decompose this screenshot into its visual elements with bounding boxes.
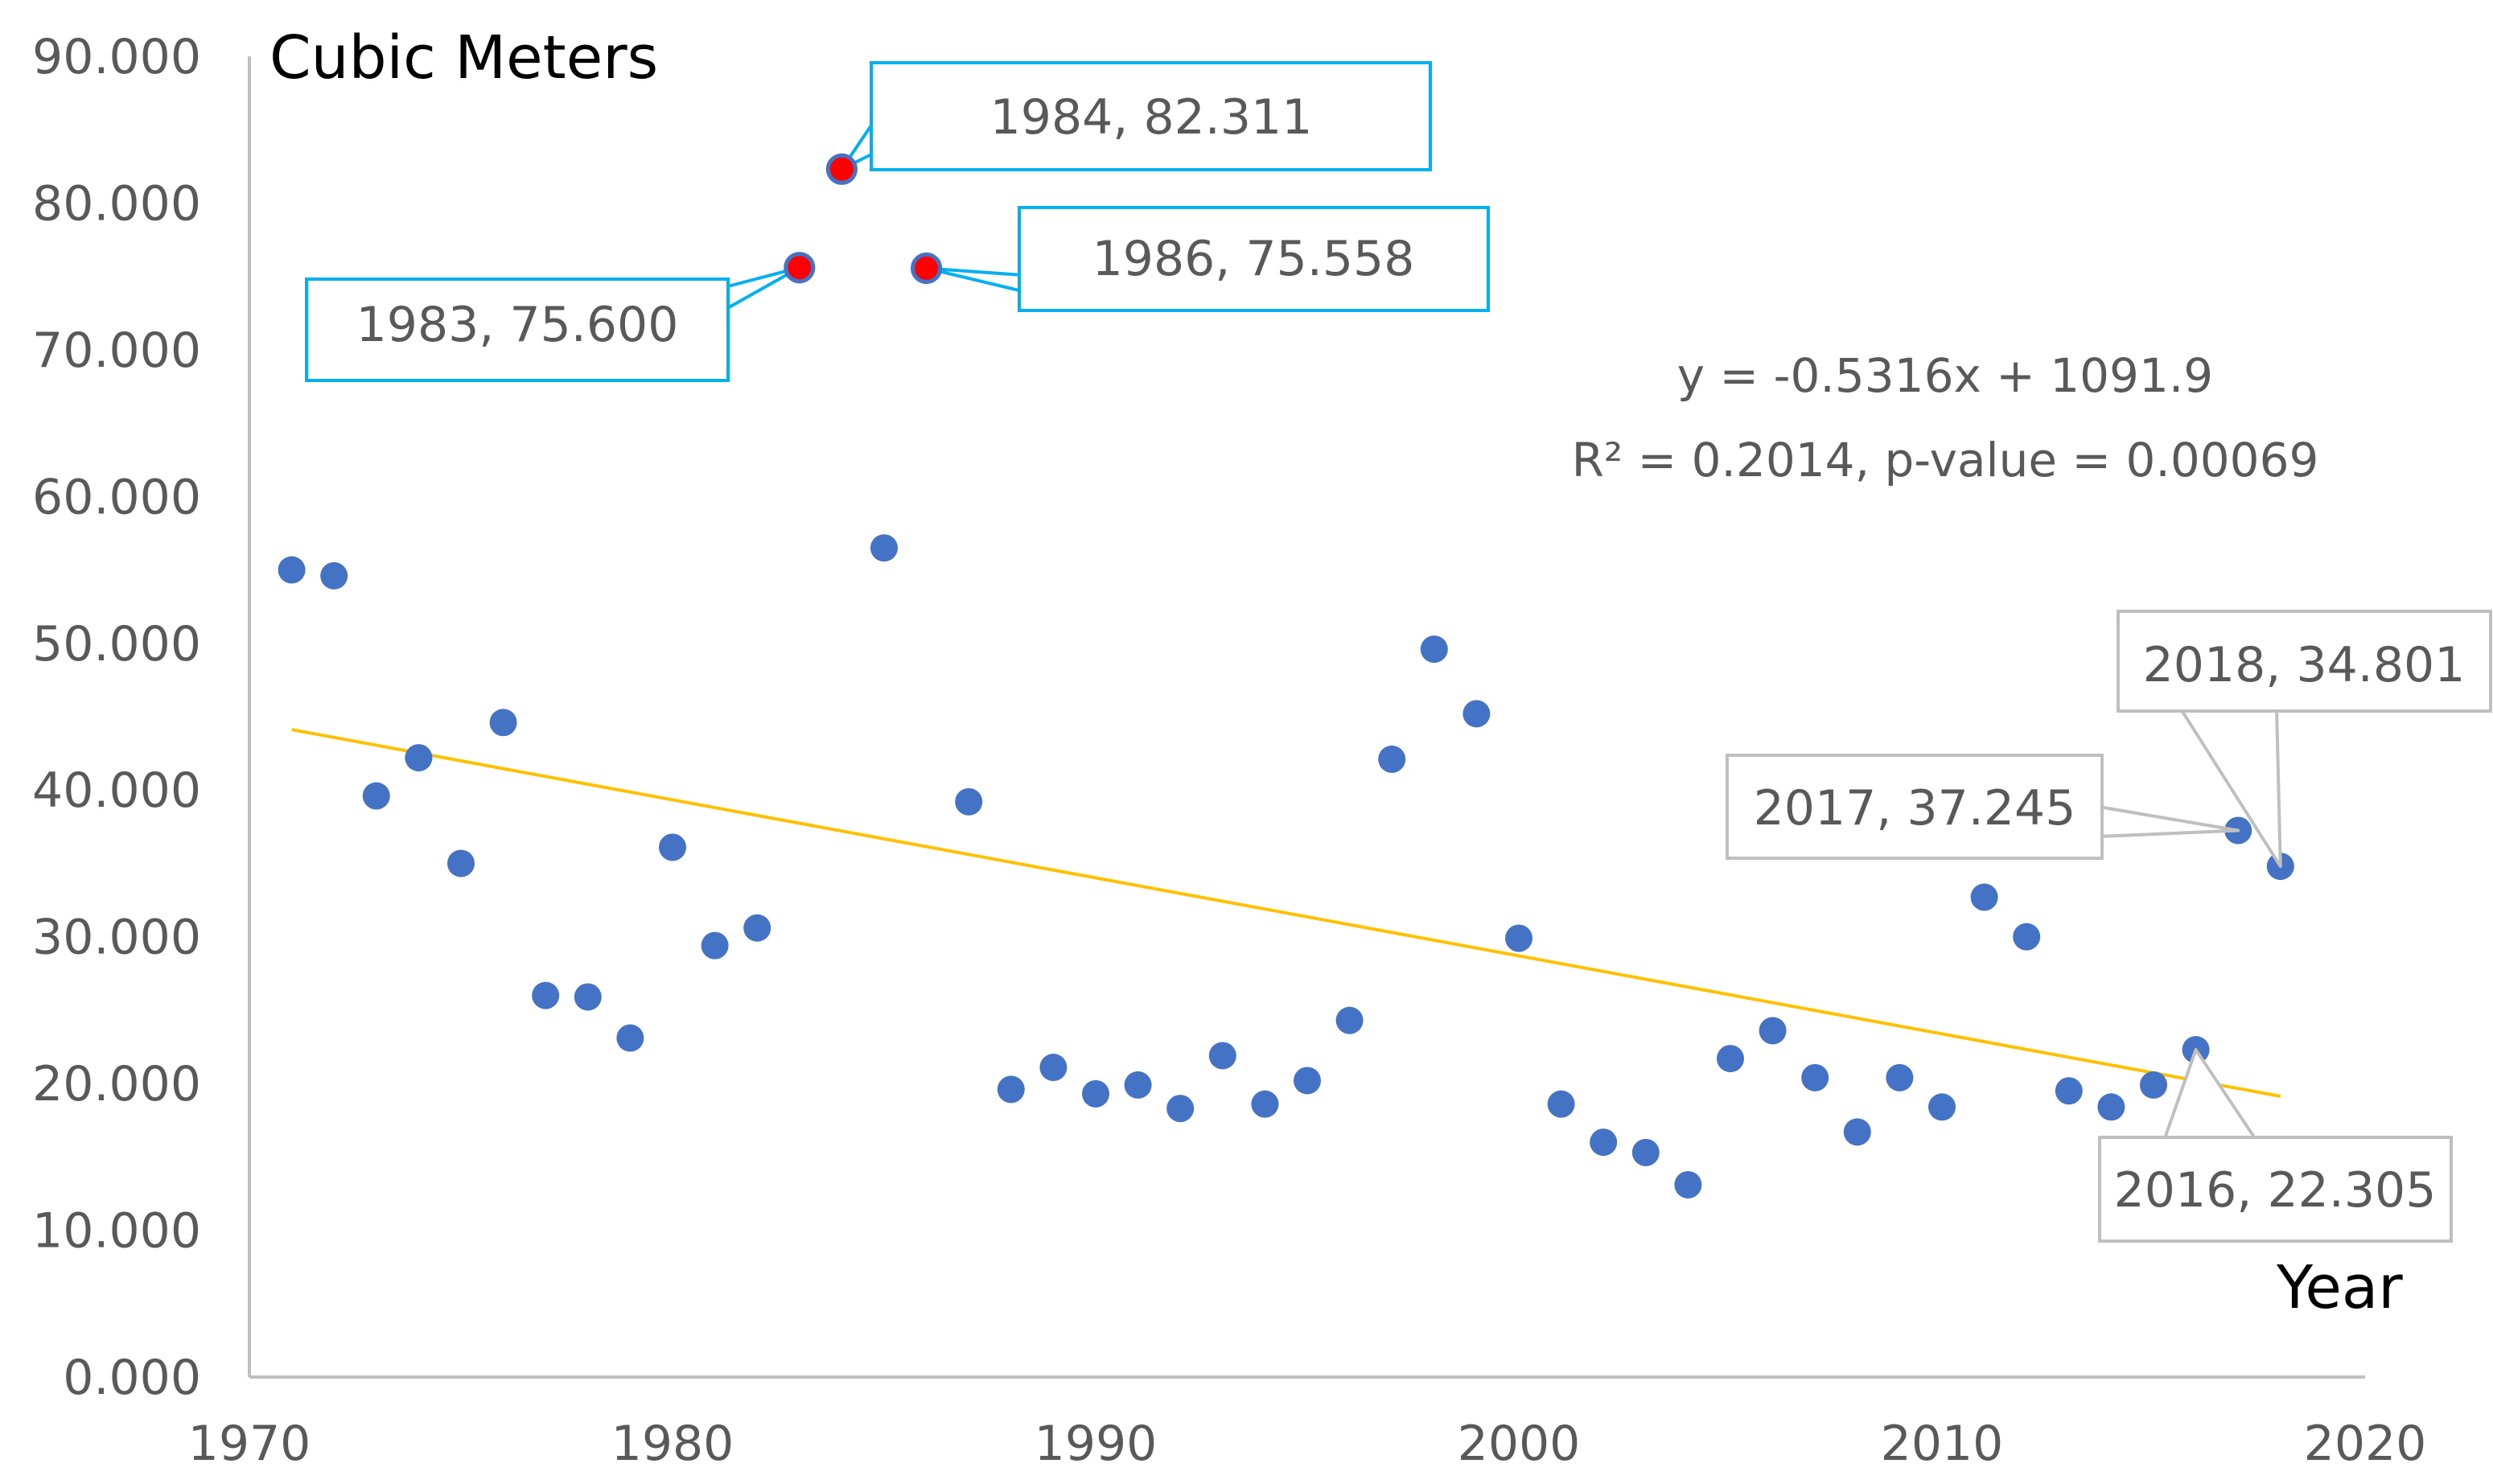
callout-pointer — [2097, 805, 2240, 838]
data-point — [1166, 1095, 1195, 1123]
data-point — [532, 981, 560, 1009]
data-point — [574, 983, 602, 1011]
data-point — [616, 1024, 644, 1052]
callout-box — [305, 277, 730, 382]
x-tick-label: 2000 — [1458, 1416, 1581, 1472]
callout-label: 2016, 22.305 — [2114, 1162, 2437, 1219]
callout-box — [870, 61, 1432, 171]
y-tick-label: 50.000 — [32, 616, 201, 672]
callout-box — [1018, 206, 1490, 312]
data-point — [1082, 1079, 1109, 1108]
data-point — [1420, 635, 1448, 664]
y-tick-label: 10.000 — [32, 1203, 201, 1260]
data-point — [743, 914, 771, 942]
data-point — [278, 556, 306, 584]
y-tick-labels: 0.000 10.000 20.000 30.000 40.000 50.000 60.00… — [32, 29, 201, 1406]
data-point-highlighted — [825, 153, 858, 185]
data-point — [362, 782, 390, 810]
y-tick-label: 60.000 — [32, 469, 201, 525]
callout-label: 1986, 75.558 — [1092, 231, 1415, 287]
data-point — [1970, 883, 1998, 911]
data-point — [2055, 1077, 2083, 1105]
data-point — [2013, 923, 2041, 951]
data-point — [1928, 1093, 1956, 1121]
data-point — [1717, 1045, 1744, 1073]
data-point — [1251, 1090, 1279, 1118]
x-tick-labels: 1970 1980 1990 2000 2010 2020 — [188, 1416, 2427, 1472]
callouts: 1984, 82.311 1986, 75.558 1983, 75.600 2018… — [305, 61, 2492, 1243]
callout-box — [2098, 1136, 2453, 1243]
data-point — [870, 534, 898, 562]
trend-equation: y = -0.5316x + 1091.9 — [1677, 348, 2213, 403]
callout-label: 2018, 34.801 — [2143, 637, 2466, 693]
y-tick-label: 80.000 — [32, 175, 201, 232]
data-point — [659, 833, 686, 861]
x-tick-label: 2020 — [2304, 1416, 2427, 1472]
callout-pointer — [2162, 1048, 2258, 1142]
data-point — [1801, 1063, 1829, 1091]
data-point — [1631, 1138, 1660, 1166]
axes — [248, 56, 2365, 1379]
y-tick-label: 70.000 — [32, 323, 201, 379]
data-point — [1674, 1170, 1702, 1198]
data-point — [1335, 1006, 1364, 1034]
callout-label: 2017, 37.245 — [1754, 780, 2076, 837]
data-point — [405, 744, 433, 772]
data-point — [997, 1075, 1025, 1104]
y-tick-label: 40.000 — [32, 763, 201, 819]
data-point — [2140, 1071, 2167, 1099]
data-point — [1124, 1071, 1152, 1099]
y-tick-label: 20.000 — [32, 1056, 201, 1112]
data-point — [1886, 1063, 1914, 1091]
y-tick-label: 0.000 — [63, 1350, 201, 1406]
data-point — [955, 787, 983, 816]
data-point — [2097, 1093, 2125, 1121]
data-point — [447, 849, 475, 878]
data-points — [278, 153, 2294, 1198]
callout-pointer — [2178, 706, 2282, 869]
data-point — [701, 931, 729, 960]
data-point — [1505, 924, 1532, 952]
callout-box — [2117, 610, 2492, 713]
data-point-highlighted — [784, 252, 816, 284]
callout-label: 1984, 82.311 — [990, 89, 1313, 146]
data-point — [1378, 745, 1406, 773]
x-tick-label: 2010 — [1881, 1416, 2004, 1472]
data-point — [1843, 1118, 1871, 1146]
data-point — [1039, 1054, 1068, 1082]
data-point — [1590, 1128, 1618, 1157]
x-tick-label: 1990 — [1035, 1416, 1158, 1472]
data-point — [1294, 1067, 1321, 1095]
x-tick-label: 1970 — [188, 1416, 311, 1472]
y-tick-label: 30.000 — [32, 910, 201, 966]
data-point — [1462, 700, 1491, 728]
data-point — [320, 561, 348, 590]
data-point-highlighted — [911, 252, 943, 284]
data-point — [489, 709, 517, 737]
x-axis-title: Year — [2276, 1253, 2403, 1322]
y-axis-title: Cubic Meters — [269, 23, 658, 92]
data-point — [1208, 1042, 1236, 1070]
data-point — [1759, 1017, 1787, 1045]
trendline — [291, 728, 2281, 1098]
x-tick-label: 1980 — [611, 1416, 734, 1472]
trend-stats: R² = 0.2014, p-value = 0.00069 — [1572, 433, 2319, 487]
callout-label: 1983, 75.600 — [356, 297, 679, 353]
y-tick-label: 90.000 — [32, 29, 201, 85]
callout-box — [1726, 754, 2104, 860]
data-point — [1547, 1090, 1575, 1118]
